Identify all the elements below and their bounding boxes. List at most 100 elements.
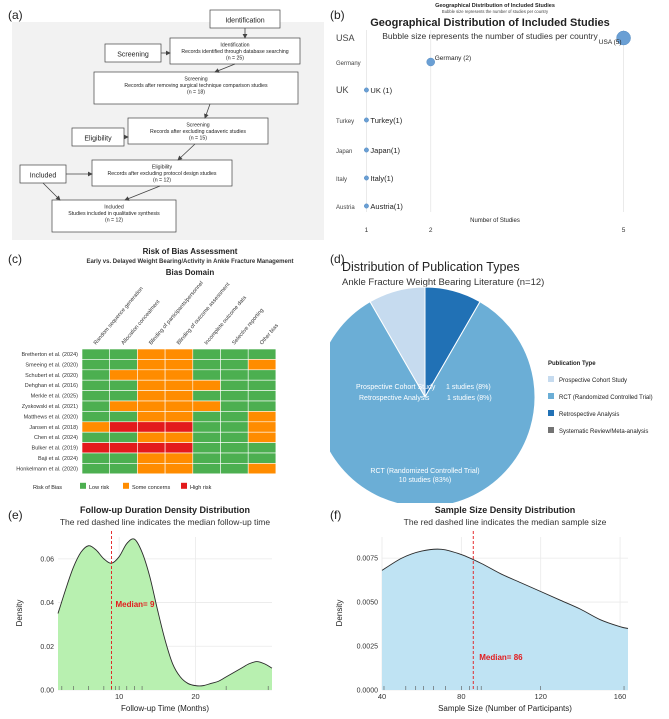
stage-label-included: Included	[30, 173, 57, 180]
heatmap-cell	[220, 442, 249, 454]
flow-box-text: Screening Records after excluding cadaver…	[150, 123, 246, 142]
bubble-turkey	[363, 117, 369, 123]
slice-label-rct: RCT (Randomized Controlled Trial)	[370, 468, 479, 475]
x-tick-label: 160	[614, 692, 627, 701]
chart-subtitle: Bubble size represents the number of stu…	[382, 31, 598, 41]
slice-label-prospective: Prospective Cohort Study	[356, 384, 436, 391]
flow-arrow	[124, 185, 161, 201]
heatmap-cell	[109, 442, 138, 454]
column-label: Blinding of participants/personnel	[148, 280, 205, 346]
heatmap-cell	[81, 390, 111, 402]
row-label: Jansen et al. (2018)	[29, 425, 78, 431]
heatmap-cell	[192, 369, 221, 381]
risk-of-bias-heatmap: Risk of Bias Assessment Early vs. Delayed…	[16, 247, 293, 491]
heatmap-cell	[192, 390, 221, 402]
bubble-japan	[363, 147, 369, 153]
heatmap-cell	[164, 411, 194, 423]
heatmap-cell	[220, 369, 249, 381]
heatmap-cell	[164, 463, 194, 475]
heatmap-cell	[164, 431, 194, 443]
y-category-label: Germany	[336, 61, 361, 67]
heatmap-cell	[137, 359, 166, 371]
density-line	[381, 548, 629, 629]
heatmap-cell	[109, 431, 138, 443]
slice-pct-prospective: 1 studies (8%)	[446, 384, 491, 391]
heatmap-cell	[247, 463, 277, 475]
column-label: Blinding of outcome assessment	[176, 281, 232, 346]
flow-arrow	[204, 103, 211, 119]
heatmap-cell	[247, 442, 277, 454]
heatmap-cell	[247, 411, 277, 423]
heatmap-cell	[164, 452, 194, 464]
panel-label-e: (e)	[8, 508, 23, 522]
x-tick-label: 10	[115, 692, 123, 701]
heatmap-cell	[164, 379, 194, 391]
density-title: Sample Size Density Distribution	[435, 505, 576, 515]
heatmap-cell	[137, 348, 166, 360]
x-tick-label: 40	[378, 692, 386, 701]
publication-type-pie: Distribution of Publication Types Ankle F…	[330, 260, 653, 503]
bubble-label: Turkey(1)	[370, 116, 402, 125]
flow-arrow	[214, 63, 236, 73]
heatmap-cell	[220, 348, 249, 360]
y-tick-label: 0.04	[40, 600, 54, 607]
heatmap-cell	[192, 379, 221, 391]
slice-pct-retrospective: 1 studies (8%)	[447, 395, 492, 402]
domain-title: Bias Domain	[166, 268, 215, 277]
bubble-italy	[363, 175, 369, 181]
y-tick-label: 0.0025	[357, 644, 379, 651]
column-label: Other bias	[259, 323, 280, 346]
row-label: Baji et al. (2024)	[38, 456, 78, 462]
flow-box-text: Eligibility Records after excluding proto…	[108, 165, 217, 184]
heatmap-cell	[220, 359, 249, 371]
y-axis-label: Density	[335, 600, 344, 627]
heatmap-cell	[164, 369, 194, 381]
heatmap-cell	[192, 431, 221, 443]
row-label: Zyskowski et al. (2021)	[22, 404, 78, 410]
pie-legend-swatch	[548, 376, 554, 382]
y-category-label: Turkey	[336, 119, 354, 125]
heatmap-cell	[137, 379, 166, 391]
heatmap-cell	[109, 411, 138, 423]
samplesize-density-chart: Sample Size Density Distribution The red …	[335, 505, 629, 713]
heatmap-cell	[164, 348, 194, 360]
heatmap-cell	[81, 431, 111, 443]
heatmap-title: Risk of Bias Assessment	[143, 247, 238, 256]
pie-legend-swatch	[548, 393, 554, 399]
heatmap-cell	[137, 400, 166, 412]
heatmap-cell	[247, 400, 277, 412]
heatmap-cell	[109, 390, 138, 402]
heatmap-cell	[220, 452, 249, 464]
panel-label-b: (b)	[330, 8, 345, 22]
legend-swatch	[181, 482, 187, 489]
heatmap-cell	[81, 400, 111, 412]
stage-label-screening: Screening	[117, 52, 149, 59]
y-category-label: Japan	[336, 149, 352, 155]
pie-title: Distribution of Publication Types	[342, 260, 520, 274]
flow-box-text: Screening Records after removing surgical…	[124, 77, 268, 96]
row-label: Chen et al. (2024)	[34, 435, 78, 441]
density-line	[57, 538, 273, 687]
flow-box	[91, 159, 233, 187]
heatmap-cell	[81, 421, 111, 433]
density-area	[382, 549, 628, 690]
heatmap-cell	[81, 411, 111, 423]
heatmap-cell	[81, 463, 111, 475]
heatmap-cell	[192, 421, 221, 433]
legend-label: High risk	[190, 485, 212, 491]
heatmap-cell	[220, 411, 249, 423]
heatmap-cell	[220, 379, 249, 391]
legend-label: Some concerns	[132, 485, 170, 491]
prisma-flowchart: Identification Screening Eligibility Includ…	[12, 9, 324, 240]
heatmap-cell	[164, 421, 194, 433]
heatmap-cell	[137, 390, 166, 402]
y-tick-label: 0.06	[40, 556, 54, 563]
density-area	[58, 538, 272, 690]
bubble-uk	[363, 87, 369, 93]
bubble-label: Austria(1)	[370, 202, 403, 211]
pie-legend-label: Prospective Cohort Study	[559, 378, 627, 384]
row-label: Smeeing et al. (2020)	[25, 362, 78, 368]
heatmap-cell	[220, 390, 249, 402]
flow-arrow	[177, 143, 196, 161]
x-tick-label: 2	[429, 227, 433, 234]
